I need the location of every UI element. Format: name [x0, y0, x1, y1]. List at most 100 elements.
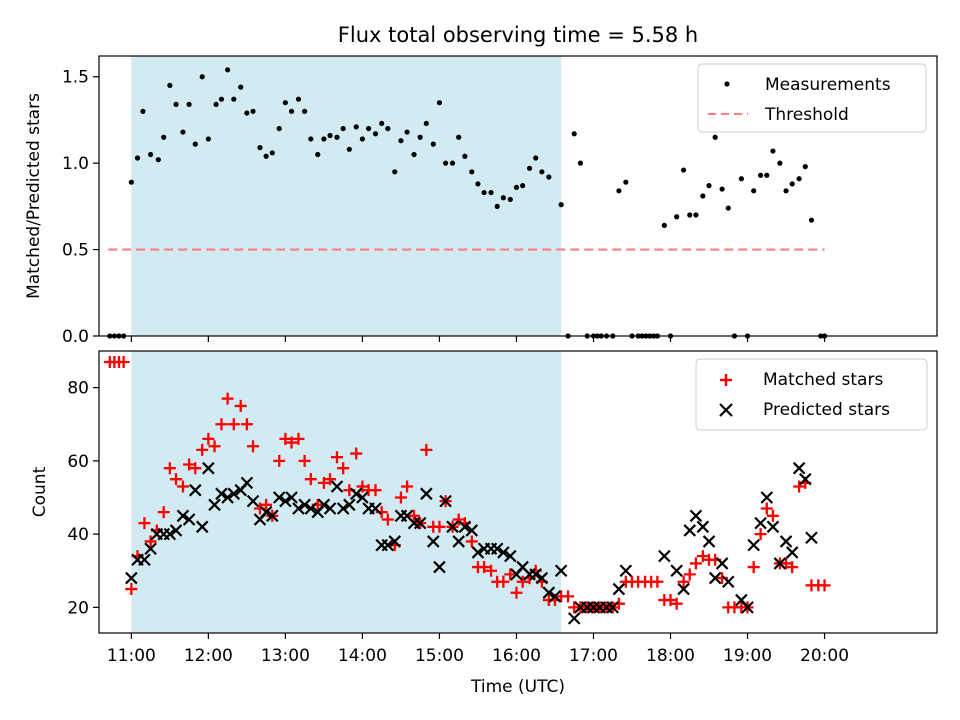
predicted-star-point: [298, 498, 311, 512]
bottom-xtick-label: 18:00: [646, 646, 695, 666]
matched-star-point: [754, 528, 767, 541]
measurement-point: [475, 181, 481, 187]
predicted-star-point: [420, 487, 433, 501]
predicted-star-point: [413, 516, 427, 530]
matched-star-point: [664, 594, 677, 607]
measurement-point: [134, 155, 141, 161]
top-ytick-label: 0.5: [62, 241, 89, 261]
measurement-point: [623, 179, 629, 185]
matched-star-point: [670, 597, 683, 610]
measurement-point: [398, 138, 404, 144]
matched-star-point: [117, 355, 130, 368]
legend-predicted-marker: [719, 403, 733, 417]
matched-star-point: [381, 513, 394, 526]
predicted-star-point: [446, 520, 459, 534]
predicted-star-point: [144, 542, 157, 556]
measurement-point: [321, 136, 327, 142]
predicted-star-point: [356, 491, 369, 504]
predicted-star-point: [683, 524, 697, 537]
measurement-point: [161, 134, 167, 140]
matched-star-point: [760, 502, 773, 515]
predicted-star-point: [805, 531, 818, 545]
measurement-point: [385, 125, 391, 132]
measurement-point: [167, 82, 173, 88]
measurement-point: [751, 188, 757, 194]
predicted-star-point: [548, 590, 562, 603]
predicted-star-point: [388, 535, 402, 548]
predicted-star-point: [452, 535, 465, 548]
bottom-xtick-label: 16:00: [492, 646, 541, 666]
predicted-star-point: [779, 535, 793, 548]
matched-star-point: [317, 476, 330, 489]
measurement-point: [719, 186, 725, 192]
bottom-x-axis-label: Time (UTC): [470, 677, 565, 697]
measurement-point: [494, 203, 500, 209]
predicted-star-point: [304, 502, 318, 515]
predicted-star-point: [240, 476, 254, 490]
top-y-ticks: 0.0 0.5 1.0 1.5: [62, 68, 99, 347]
matched-star-point: [196, 443, 209, 456]
legend-measurements-marker: [724, 81, 730, 87]
matched-star-point: [780, 557, 793, 570]
measurement-point: [417, 134, 423, 140]
measurement-point: [148, 151, 154, 158]
bottom-ytick-label: 80: [67, 379, 89, 399]
legend-matched-label: Matched stars: [763, 370, 883, 390]
matched-star-point: [516, 575, 529, 588]
measurement-point: [488, 189, 494, 196]
matched-star-point: [221, 392, 234, 405]
matched-star-point: [337, 462, 350, 475]
measurement-point: [764, 172, 770, 178]
predicted-star-point: [227, 487, 241, 501]
measurement-point: [513, 184, 520, 190]
predicted-star-point: [381, 538, 395, 552]
measurement-point: [346, 146, 352, 152]
measurement-point: [526, 165, 533, 171]
matched-star-point: [683, 568, 696, 581]
measurement-point: [308, 136, 314, 142]
predicted-star-point: [215, 487, 228, 501]
matched-star-point: [304, 473, 317, 486]
measurement-point: [700, 193, 706, 199]
matched-star-point: [747, 561, 760, 574]
matched-star-point: [786, 561, 799, 574]
bottom-xtick-label: 13:00: [261, 646, 310, 666]
predicted-star-point: [433, 560, 446, 574]
measurement-point: [353, 124, 359, 130]
measurement-point: [288, 108, 295, 114]
predicted-star-point: [176, 509, 190, 523]
predicted-star-point: [741, 601, 754, 614]
measurement-point: [539, 169, 545, 175]
measurement-point: [758, 172, 764, 178]
measurement-point: [770, 148, 776, 154]
bottom-xtick-label: 11:00: [107, 646, 156, 666]
predicted-star-point: [221, 491, 234, 504]
bottom-marks: [103, 355, 831, 625]
predicted-star-point: [785, 546, 799, 559]
measurement-point: [250, 108, 256, 114]
legend-measurements-label: Measurements: [765, 75, 891, 95]
measurement-point: [244, 110, 250, 116]
predicted-star-point: [471, 546, 485, 559]
measurement-point: [546, 174, 552, 180]
matched-star-point: [163, 462, 176, 475]
predicted-star-point: [323, 502, 337, 515]
measurement-point: [173, 101, 179, 107]
measurement-point: [257, 145, 263, 151]
predicted-star-point: [202, 461, 215, 475]
predicted-star-point: [349, 487, 363, 501]
predicted-star-point: [606, 601, 620, 614]
predicted-star-point: [670, 564, 683, 578]
bottom-legend-box: [695, 358, 928, 431]
matched-star-point: [651, 575, 664, 588]
matched-star-point: [433, 520, 446, 533]
predicted-star-point: [612, 582, 626, 596]
measurement-point: [302, 108, 308, 114]
predicted-star-point: [760, 491, 774, 504]
matched-star-point: [818, 579, 831, 592]
matched-star-point: [420, 443, 433, 456]
matched-star-point: [330, 451, 343, 464]
measurement-point: [571, 131, 577, 137]
bottom-observing-span: [131, 351, 562, 633]
predicted-star-point: [773, 557, 787, 570]
